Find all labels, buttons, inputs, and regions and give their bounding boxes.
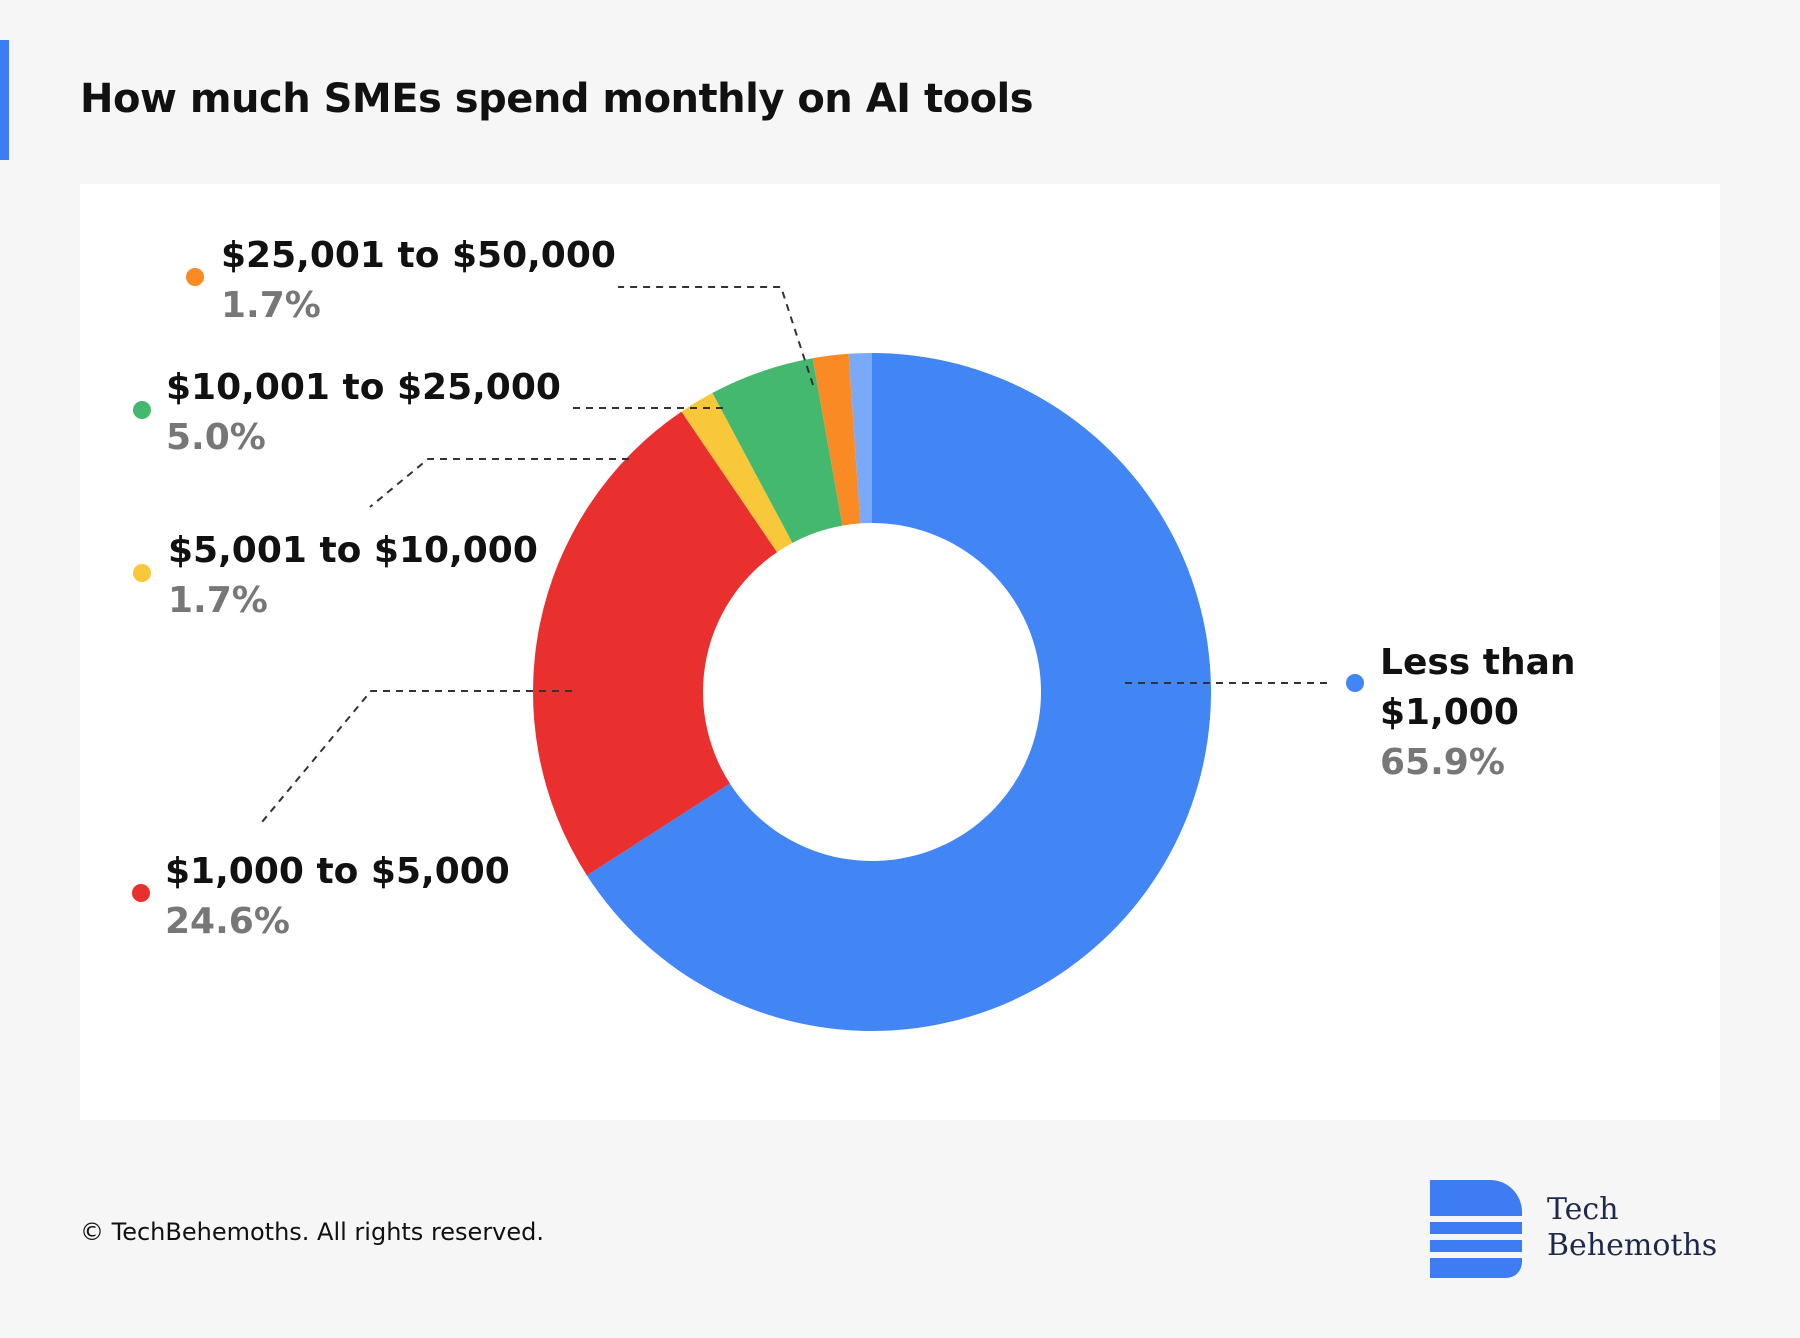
category-label: $5,001 to $10,000 xyxy=(168,530,538,571)
slice-label: $1,000 to $5,000 24.6% xyxy=(165,847,510,947)
accent-bar xyxy=(0,40,9,160)
copyright: © TechBehemoths. All rights reserved. xyxy=(80,1218,545,1246)
legend-dot xyxy=(186,268,204,286)
value-label: 1.7% xyxy=(168,580,268,621)
leader-line xyxy=(261,690,572,823)
leader-line xyxy=(618,286,814,386)
leader-line xyxy=(369,458,629,508)
value-label: 1.7% xyxy=(221,285,321,326)
slice-label: $10,001 to $25,000 5.0% xyxy=(166,363,561,463)
donut xyxy=(533,353,1212,1031)
slice xyxy=(586,353,1212,1031)
slice-label: $5,001 to $10,000 1.7% xyxy=(168,526,538,626)
slice xyxy=(681,392,793,553)
slice-label: $25,001 to $50,000 1.7% xyxy=(221,231,616,331)
slice-label: Less than $1,000 65.9% xyxy=(1380,638,1600,788)
logo-text: Tech xyxy=(1547,1192,1619,1227)
slice xyxy=(848,353,872,524)
legend-dot xyxy=(132,884,150,902)
legend-dot xyxy=(133,401,151,419)
category-label: $25,001 to $50,000 xyxy=(221,235,616,276)
value-label: 24.6% xyxy=(165,901,290,942)
slice xyxy=(712,358,843,543)
value-label: 65.9% xyxy=(1380,742,1505,783)
category-label: $10,001 to $25,000 xyxy=(166,367,561,408)
leader-lines xyxy=(261,286,1332,823)
legend-dot xyxy=(1346,674,1364,692)
chart-title: How much SMEs spend monthly on AI tools xyxy=(80,76,1034,122)
value-label: 5.0% xyxy=(166,417,266,458)
slice xyxy=(533,411,778,876)
logo-icon xyxy=(1430,1180,1522,1278)
category-label: $1,000 to $5,000 xyxy=(165,851,510,892)
logo-text: Behemoths xyxy=(1547,1228,1718,1263)
legend-dot xyxy=(133,564,151,582)
category-label: Less than $1,000 xyxy=(1380,642,1576,733)
slice xyxy=(812,353,861,526)
